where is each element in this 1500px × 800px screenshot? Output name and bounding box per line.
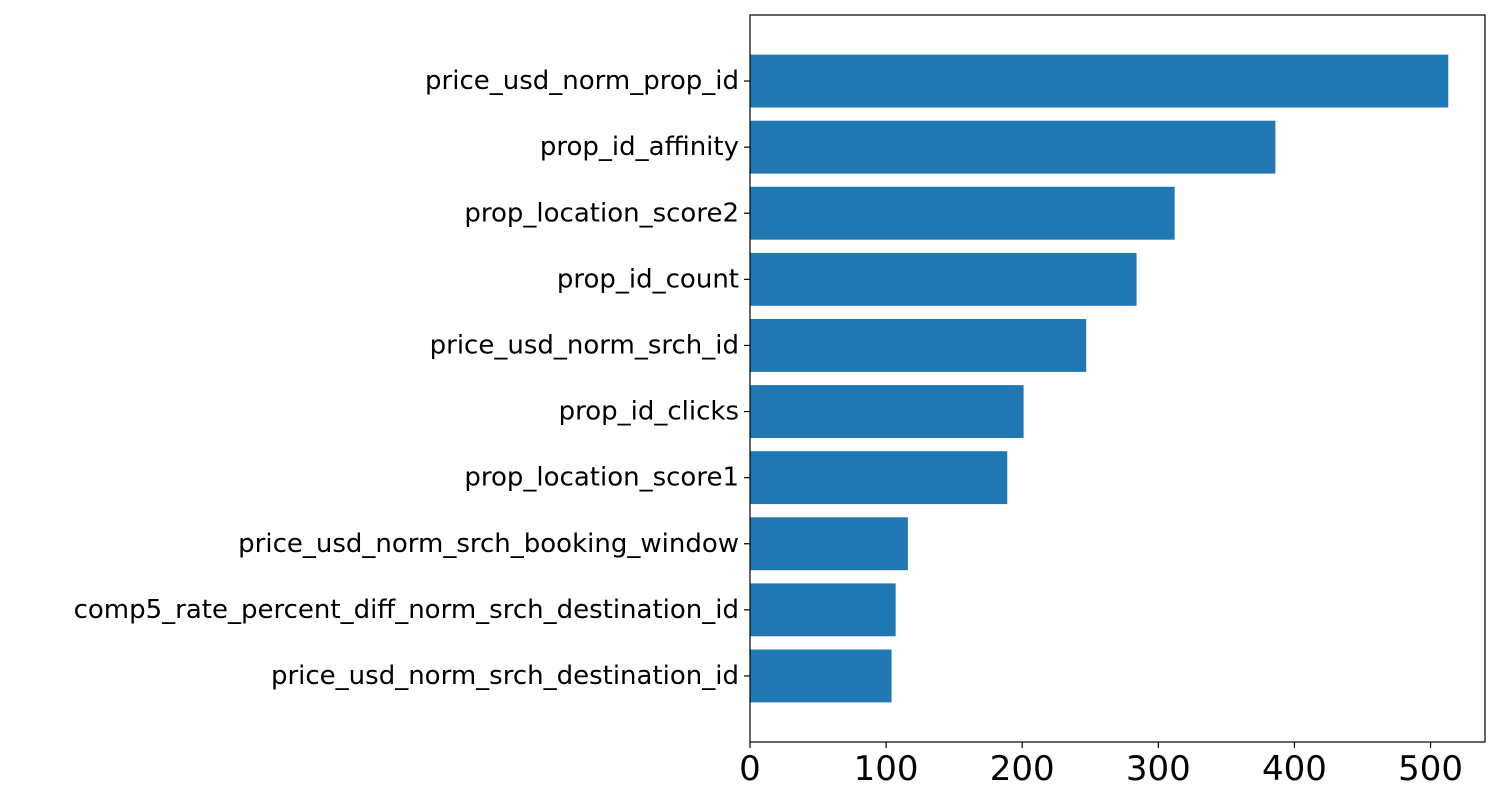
- bar: [750, 517, 908, 571]
- x-tick-label: 0: [739, 749, 761, 789]
- category-label: prop_location_score1: [464, 463, 739, 493]
- bar: [750, 186, 1175, 240]
- x-axis-ticks: 0 100 200 300 400 500: [739, 742, 1463, 789]
- category-label: prop_id_clicks: [559, 397, 739, 427]
- x-tick-label: 300: [1126, 749, 1191, 789]
- bar: [750, 319, 1087, 372]
- bar: [750, 451, 1008, 505]
- category-label: price_usd_norm_srch_booking_window: [238, 529, 739, 559]
- bar: [750, 583, 896, 637]
- category-label: price_usd_norm_srch_id: [430, 330, 739, 360]
- category-label: prop_id_affinity: [540, 132, 739, 162]
- category-label: comp5_rate_percent_diff_norm_srch_destin…: [74, 595, 739, 625]
- bars-layer: [750, 54, 1449, 703]
- category-label: prop_id_count: [557, 264, 739, 294]
- x-tick-label: 100: [854, 749, 919, 789]
- bar: [750, 649, 892, 703]
- plot-frame: [749, 14, 1486, 743]
- category-labels: price_usd_norm_prop_id prop_id_affinitypr…: [74, 66, 750, 691]
- x-tick-label: 500: [1398, 749, 1463, 789]
- x-tick-label: 400: [1262, 749, 1327, 789]
- x-tick-label: 200: [990, 749, 1055, 789]
- bar: [750, 54, 1449, 108]
- bar: [750, 385, 1024, 438]
- category-label: prop_location_score2: [464, 198, 739, 228]
- category-label: price_usd_norm_srch_destination_id: [271, 661, 739, 691]
- bar: [750, 252, 1137, 306]
- bar: [750, 120, 1276, 174]
- category-label: price_usd_norm_prop_id: [425, 66, 739, 96]
